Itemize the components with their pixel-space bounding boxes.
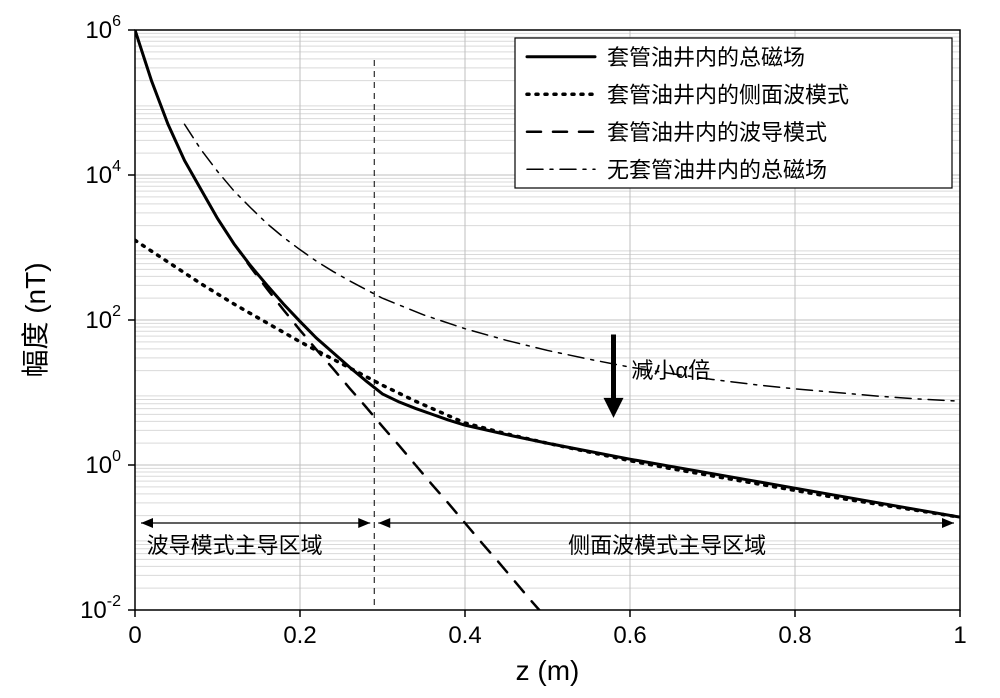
- x-axis-label: z (m): [516, 655, 580, 686]
- legend-item-label: 套管油井内的总磁场: [607, 45, 805, 70]
- x-tick-label: 0.2: [283, 622, 316, 649]
- chart-svg: 00.20.40.60.81z (m)10-2100102104106幅度 (n…: [0, 0, 1000, 698]
- legend-item-label: 套管油井内的波导模式: [607, 120, 827, 145]
- x-tick-label: 0.4: [448, 622, 481, 649]
- legend-item-label: 套管油井内的侧面波模式: [607, 82, 849, 107]
- chart-container: 00.20.40.60.81z (m)10-2100102104106幅度 (n…: [0, 0, 1000, 698]
- x-tick-label: 0: [128, 622, 141, 649]
- legend-item-label: 无套管油井内的总磁场: [607, 157, 827, 182]
- y-axis-label: 幅度 (nT): [20, 262, 51, 377]
- x-tick-label: 0.8: [778, 622, 811, 649]
- alpha-label: 减小α倍: [632, 358, 711, 383]
- x-tick-label: 1: [953, 622, 966, 649]
- region-left-label: 波导模式主导区域: [147, 533, 323, 558]
- region-right-label: 侧面波模式主导区域: [568, 533, 766, 558]
- x-tick-label: 0.6: [613, 622, 646, 649]
